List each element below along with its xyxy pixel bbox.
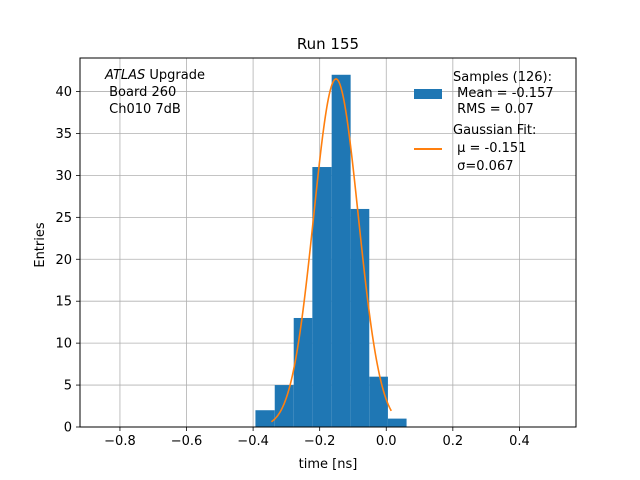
x-tick-label-2: −0.4 bbox=[237, 434, 269, 449]
legend-samples-line-1: Samples (126): bbox=[453, 70, 552, 85]
y-axis-label: Entries bbox=[33, 222, 48, 268]
y-tick-label-3: 15 bbox=[55, 295, 72, 310]
y-tick-label-4: 20 bbox=[55, 253, 72, 268]
y-tick-label-5: 25 bbox=[55, 211, 72, 226]
legend-fit-line-2: μ = -0.151 bbox=[453, 141, 526, 156]
x-tick-label-4: 0.0 bbox=[376, 434, 397, 449]
x-axis-label: time [ns] bbox=[299, 457, 358, 472]
histogram-bar-7 bbox=[387, 418, 407, 427]
histogram-bar-2 bbox=[293, 317, 313, 427]
legend-samples-line-2: Mean = -0.157 bbox=[453, 86, 554, 101]
chart-title: Run 155 bbox=[297, 35, 359, 53]
annotation-italic-word: ATLAS bbox=[104, 68, 145, 83]
annotation-line-1-rest: Upgrade bbox=[145, 68, 205, 83]
plot-frame bbox=[79, 57, 577, 428]
histogram-bar-1 bbox=[274, 385, 294, 427]
x-tick-label-3: −0.2 bbox=[304, 434, 336, 449]
y-tick-label-2: 10 bbox=[55, 337, 72, 352]
legend: Samples (126): Mean = -0.157 RMS = 0.07 … bbox=[414, 70, 554, 174]
y-tick-label-7: 35 bbox=[55, 127, 72, 142]
annotation-line-3: Ch010 7dB bbox=[105, 102, 181, 117]
atlas-annotation: ATLAS Upgrade Board 260 Ch010 7dB bbox=[104, 68, 205, 117]
histogram-bar-6 bbox=[369, 376, 388, 427]
histogram-bar-4 bbox=[331, 74, 351, 427]
legend-samples-swatch bbox=[414, 89, 442, 99]
histogram-bar-3 bbox=[312, 167, 332, 428]
legend-samples-line-3: RMS = 0.07 bbox=[453, 102, 534, 117]
x-tick-label-6: 0.4 bbox=[509, 434, 530, 449]
y-tick-label-8: 40 bbox=[55, 85, 72, 100]
x-tick-label-1: −0.6 bbox=[171, 434, 203, 449]
legend-fit-line-3: σ=0.067 bbox=[453, 159, 513, 174]
gaussian-fit-line bbox=[270, 78, 392, 423]
y-tick-label-6: 30 bbox=[55, 169, 72, 184]
legend-fit-line-1: Gaussian Fit: bbox=[453, 123, 536, 138]
histogram-bar-5 bbox=[350, 208, 370, 427]
y-axis-ticks: 0 5 10 15 20 25 30 35 40 bbox=[55, 85, 80, 436]
x-axis-ticks: −0.8 −0.6 −0.4 −0.2 0.0 0.2 0.4 bbox=[104, 427, 530, 449]
annotation-line-1: ATLAS Upgrade bbox=[104, 68, 205, 83]
y-tick-label-0: 0 bbox=[64, 421, 72, 436]
histogram-bar-0 bbox=[255, 410, 275, 427]
x-tick-label-0: −0.8 bbox=[104, 434, 136, 449]
x-tick-label-5: 0.2 bbox=[442, 434, 463, 449]
y-tick-label-1: 5 bbox=[64, 379, 72, 394]
annotation-line-2: Board 260 bbox=[105, 85, 176, 100]
